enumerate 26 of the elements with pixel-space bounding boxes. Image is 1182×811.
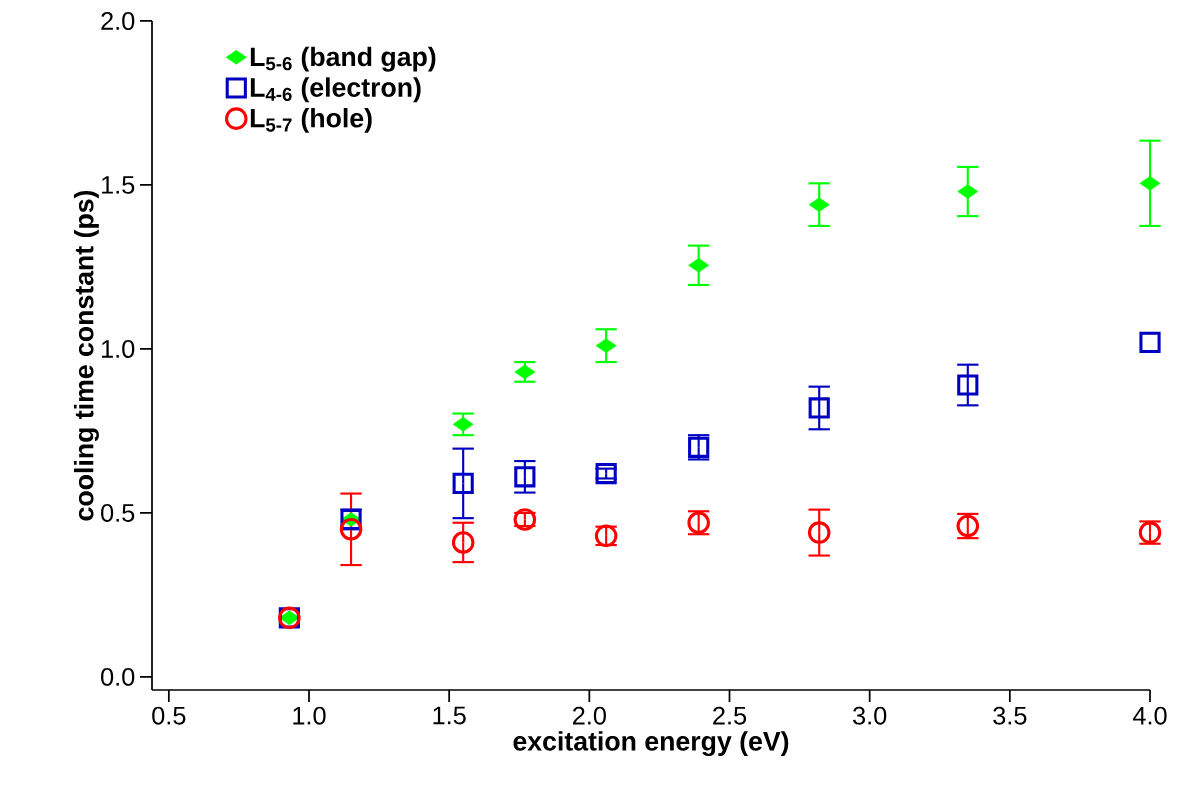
point <box>1139 331 1161 353</box>
y-tick-label: 1.0 <box>102 339 135 358</box>
point <box>807 521 831 544</box>
x-tick-label: 0.5 <box>152 706 186 725</box>
legend-label: L$_{5-7}$ (hole) <box>250 107 372 133</box>
x-tick-label: 1.0 <box>293 706 326 725</box>
x-axis-title: excitation energy (eV) <box>513 731 789 757</box>
point <box>595 462 617 485</box>
y-axis-title: cooling time constant (ps) <box>73 190 99 521</box>
legend-label: L$_{5-6}$ (band gap) <box>250 46 436 72</box>
x-tick-label: 1.5 <box>433 706 466 725</box>
point <box>452 472 474 494</box>
point <box>451 531 475 554</box>
y-tick-label: 2.0 <box>101 12 135 30</box>
x-tick-label: 2.0 <box>573 706 606 725</box>
point <box>808 397 830 419</box>
legend-label: L$_{4-6}$ (electron) <box>250 77 421 103</box>
x-tick-label: 2.5 <box>713 706 747 725</box>
x-tick-label: 4.0 <box>1132 706 1167 725</box>
point <box>957 374 979 396</box>
y-tick-label: 1.5 <box>102 176 135 194</box>
y-tick-label: 0.5 <box>101 503 135 522</box>
point <box>514 466 536 488</box>
y-tick-label: 0.0 <box>101 667 135 686</box>
x-tick-label: 3.5 <box>993 706 1027 725</box>
x-tick-label: 3.0 <box>853 706 887 725</box>
